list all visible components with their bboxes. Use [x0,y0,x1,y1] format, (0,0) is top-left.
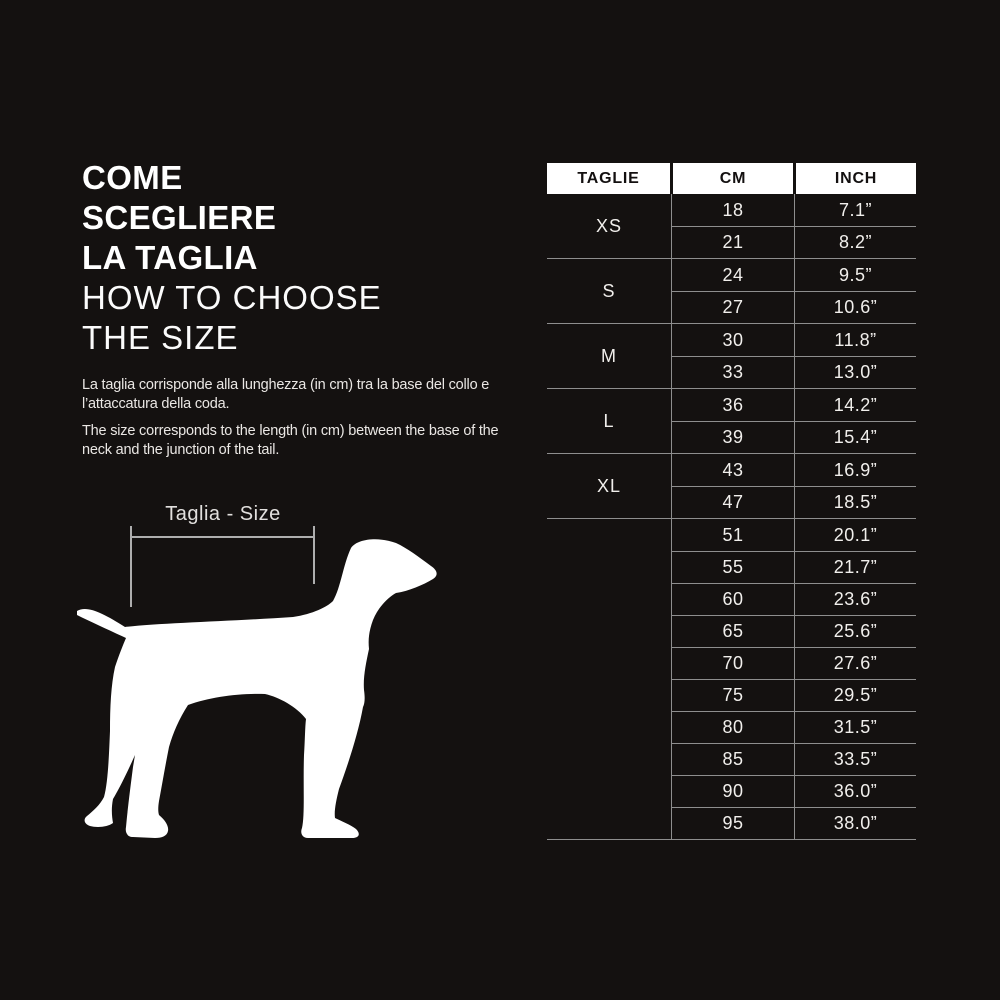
description-english: The size corresponds to the length (in c… [82,423,499,458]
size-table-header-row: TAGLIE CM INCH [547,163,916,194]
table-row: 24 9.5” [672,259,916,291]
table-row: 18 7.1” [672,194,916,226]
cm-value-cell: 36 [672,389,795,421]
inch-value-cell: 31.5” [833,717,878,737]
cm-value-cell: 21 [672,227,795,258]
cm-value-cell: 39 [672,422,795,453]
size-group-l: L 36 14.2” 39 15.4” [547,388,916,453]
table-row: 80 31.5” [672,711,916,743]
title-italian-line-1: COME [82,159,183,196]
inch-value-cell: 10.6” [833,297,878,317]
title-italian-line-3: LA TAGLIA [82,239,258,276]
table-row: 51 20.1” [672,519,916,551]
size-label-cell: L [547,389,672,453]
inch-value-cell: 38.0” [833,813,878,833]
inch-value-cell: 20.1” [833,524,878,545]
cm-value-cell: 70 [672,648,795,679]
table-row: 55 21.7” [672,551,916,583]
size-group-xl: XL 43 16.9” 47 18.5” [547,453,916,518]
cm-value-cell: 55 [672,552,795,583]
title-italian-line-2: SCEGLIERE [82,199,277,236]
table-row: 21 8.2” [672,226,916,258]
cm-value-cell: 65 [672,616,795,647]
inch-value-cell: 18.5” [833,492,878,512]
table-row: 27 10.6” [672,291,916,323]
table-row: 75 29.5” [672,679,916,711]
measure-bracket-horizontal-line [131,536,315,538]
table-row: 47 18.5” [672,486,916,518]
size-label-cell: XS [547,194,672,258]
inch-value-cell: 33.5” [833,749,878,769]
header-cell-inch: INCH [796,163,916,194]
table-row: 33 13.0” [672,356,916,388]
size-group-rows: 18 7.1” 21 8.2” [672,194,916,258]
size-label-cell: M [547,324,672,388]
table-row: 36 14.2” [672,389,916,421]
inch-value-cell: 14.2” [833,394,878,415]
inch-value-cell: 27.6” [833,653,878,673]
inch-value-cell: 9.5” [838,264,873,285]
description-block: La taglia corrisponde alla lunghezza (in… [82,376,502,468]
table-row: 90 36.0” [672,775,916,807]
cm-value-cell: 24 [672,259,795,291]
measure-bracket-left-tick [130,526,132,607]
title-english-line-1: HOW TO CHOOSE [82,279,382,316]
cm-value-cell: 60 [672,584,795,615]
table-row: 60 23.6” [672,583,916,615]
size-group-m: M 30 11.8” 33 13.0” [547,323,916,388]
size-group-rows: 30 11.8” 33 13.0” [672,324,916,388]
title-block: COME SCEGLIERE LA TAGLIA HOW TO CHOOSE T… [82,158,382,358]
inch-value-cell: 13.0” [833,362,878,382]
size-group-s: S 24 9.5” 27 10.6” [547,258,916,323]
measure-label: Taglia - Size [165,503,281,525]
cm-value-cell: 18 [672,194,795,226]
inch-value-cell: 16.9” [833,459,878,480]
table-row: 30 11.8” [672,324,916,356]
measure-bracket-right-tick [313,526,315,584]
cm-value-cell: 30 [672,324,795,356]
cm-value-cell: 75 [672,680,795,711]
dog-silhouette-icon [75,535,465,845]
size-label-cell: XL [547,454,672,518]
cm-value-cell: 43 [672,454,795,486]
size-label-cell: S [547,259,672,323]
size-group-xs: XS 18 7.1” 21 8.2” [547,194,916,258]
cm-value-cell: 33 [672,357,795,388]
size-table: TAGLIE CM INCH XS 18 7.1” 21 8.2” S 24 9.5” 27 10… [547,163,916,840]
inch-value-cell: 15.4” [833,427,878,447]
cm-value-cell: 51 [672,519,795,551]
cm-value-cell: 80 [672,712,795,743]
cm-value-cell: 85 [672,744,795,775]
cm-value-cell: 47 [672,487,795,518]
inch-value-cell: 23.6” [833,589,878,609]
inch-value-cell: 11.8” [834,329,877,350]
table-row: 85 33.5” [672,743,916,775]
table-row: 70 27.6” [672,647,916,679]
size-group-rows: 51 20.1” 55 21.7” 60 23.6” 65 25.6” 70 27.6” 75 29.… [672,519,916,839]
inch-value-cell: 21.7” [833,557,878,577]
cm-value-cell: 90 [672,776,795,807]
cm-value-cell: 95 [672,808,795,839]
inch-value-cell: 7.1” [838,199,873,220]
title-english-line-2: THE SIZE [82,319,239,356]
table-row: 95 38.0” [672,807,916,839]
size-group-rows: 36 14.2” 39 15.4” [672,389,916,453]
inch-value-cell: 29.5” [833,685,878,705]
inch-value-cell: 36.0” [833,781,878,801]
size-label-cell [547,519,672,839]
table-row: 43 16.9” [672,454,916,486]
size-table-body: XS 18 7.1” 21 8.2” S 24 9.5” 27 10.6” M 30 11.8” 33 13… [547,194,916,840]
header-cell-taglie: TAGLIE [547,163,670,194]
size-group-rows: 43 16.9” 47 18.5” [672,454,916,518]
size-group-rows: 24 9.5” 27 10.6” [672,259,916,323]
header-cell-cm: CM [673,163,793,194]
cm-value-cell: 27 [672,292,795,323]
inch-value-cell: 25.6” [833,621,878,641]
size-group-unlabeled: 51 20.1” 55 21.7” 60 23.6” 65 25.6” 70 27.6” 75 29.… [547,518,916,839]
inch-value-cell: 8.2” [838,232,873,252]
description-italian: La taglia corrisponde alla lunghezza (in… [82,377,490,412]
table-row: 65 25.6” [672,615,916,647]
table-row: 39 15.4” [672,421,916,453]
